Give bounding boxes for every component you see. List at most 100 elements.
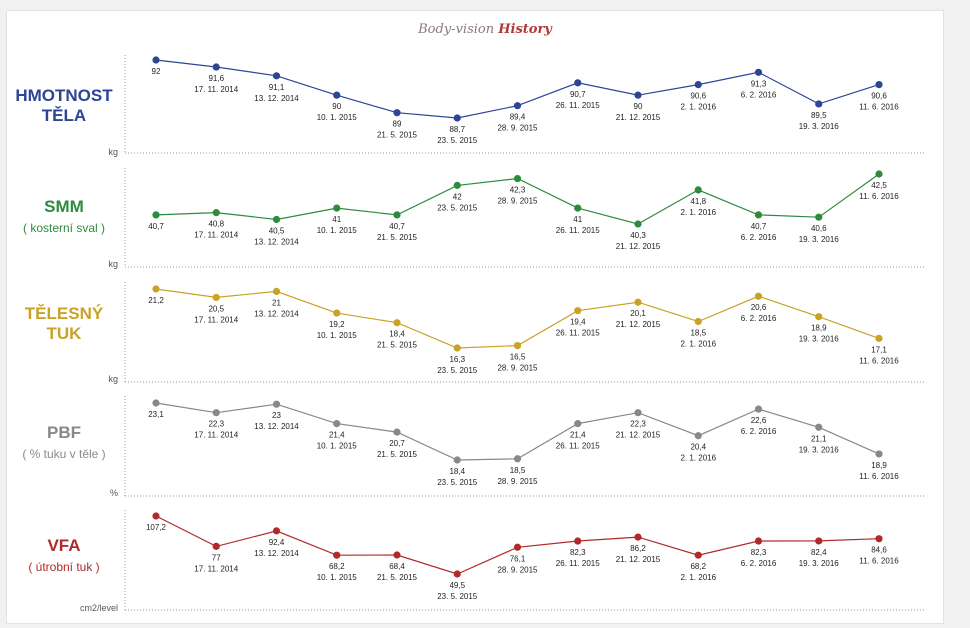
date-label: 19. 3. 2016: [799, 122, 840, 131]
data-label: 40,7: [389, 222, 405, 231]
panel-label-hmotnost: HMOTNOST TĚLA: [8, 86, 120, 130]
data-point: [754, 292, 763, 300]
data-label: 89,4: [510, 113, 526, 122]
data-point: [815, 213, 823, 221]
data-label: 21,1: [811, 434, 827, 443]
data-point: [634, 220, 642, 228]
data-label: 21,4: [570, 431, 586, 440]
data-point: [152, 211, 160, 219]
date-label: 11. 6. 2016: [859, 103, 899, 112]
data-point: [272, 215, 281, 224]
date-label: 21. 12. 2015: [616, 431, 661, 440]
data-label: 23: [272, 411, 281, 420]
data-point: [634, 91, 642, 99]
date-label: 11. 6. 2016: [859, 356, 899, 365]
date-label: 13. 12. 2014: [254, 549, 299, 558]
date-label: 2. 1. 2016: [680, 208, 716, 217]
data-point: [754, 68, 763, 76]
data-label: 20,4: [690, 443, 706, 452]
data-label: 90: [332, 102, 341, 111]
date-label: 13. 12. 2014: [254, 422, 299, 431]
data-label: 77: [212, 553, 221, 562]
panel-label-pbf: PBF ( % tuku v těle ): [8, 423, 120, 461]
data-label: 18,5: [690, 329, 706, 338]
data-point: [212, 409, 220, 417]
data-label: 40,3: [630, 231, 646, 240]
date-label: 10. 1. 2015: [317, 331, 358, 340]
date-label: 26. 11. 2015: [556, 226, 600, 235]
data-label: 18,5: [510, 466, 526, 475]
data-point: [815, 423, 823, 431]
data-label: 40,8: [208, 220, 224, 229]
data-label: 16,3: [449, 355, 465, 364]
data-point: [513, 102, 522, 110]
date-label: 19. 3. 2016: [799, 335, 840, 344]
date-label: 6. 2. 2016: [741, 90, 777, 99]
data-label: 20,1: [630, 309, 646, 318]
data-label: 91,1: [269, 83, 285, 92]
date-label: 11. 6. 2016: [859, 192, 899, 201]
date-label: 21. 5. 2015: [377, 450, 418, 459]
date-label: 2. 1. 2016: [680, 573, 716, 582]
date-label: 23. 5. 2015: [437, 366, 478, 375]
data-label: 41: [332, 215, 341, 224]
data-point: [875, 450, 883, 458]
data-point: [272, 72, 281, 80]
data-point: [212, 209, 220, 217]
data-point: [694, 186, 702, 194]
data-label: 76,1: [510, 554, 526, 563]
date-label: 6. 2. 2016: [741, 314, 777, 323]
panel-title: VFA: [47, 536, 81, 555]
data-label: 19,4: [570, 318, 586, 327]
data-point: [152, 399, 160, 407]
date-label: 13. 12. 2014: [254, 309, 299, 318]
data-label: 68,4: [389, 562, 405, 571]
panel-title: TĚLESNÝ TUK: [24, 304, 104, 343]
data-label: 42,3: [510, 186, 526, 195]
unit-label: kg: [108, 259, 118, 269]
data-point: [272, 527, 281, 535]
date-label: 19. 3. 2016: [799, 559, 840, 568]
date-label: 21. 5. 2015: [377, 131, 418, 140]
data-point: [212, 63, 220, 71]
data-point: [634, 409, 642, 417]
date-label: 2. 1. 2016: [680, 454, 716, 463]
data-point: [272, 400, 281, 408]
data-label: 41,8: [690, 197, 706, 206]
data-label: 19,2: [329, 320, 345, 329]
data-point: [212, 293, 220, 302]
data-label: 92,4: [269, 538, 285, 547]
date-label: 26. 11. 2015: [556, 559, 600, 568]
data-label: 90,7: [570, 90, 586, 99]
unit-label: cm2/level: [79, 603, 118, 613]
data-point: [212, 542, 220, 550]
data-point: [754, 405, 763, 413]
date-label: 26. 11. 2015: [556, 329, 600, 338]
data-point: [815, 100, 823, 108]
date-label: 2. 1. 2016: [680, 340, 716, 349]
data-point: [152, 512, 160, 520]
date-label: 21. 12. 2015: [616, 320, 661, 329]
data-point: [815, 313, 823, 321]
date-label: 6. 2. 2016: [741, 427, 777, 436]
date-label: 28. 9. 2015: [497, 197, 538, 206]
data-point: [393, 109, 401, 117]
data-label: 18,9: [811, 324, 827, 333]
data-label: 82,4: [811, 548, 827, 557]
date-label: 10. 1. 2015: [317, 442, 358, 451]
date-label: 10. 1. 2015: [317, 113, 358, 122]
date-label: 10. 1. 2015: [317, 573, 358, 582]
panel-title: PBF: [47, 423, 81, 442]
unit-label: kg: [108, 147, 118, 157]
data-point: [694, 317, 702, 326]
data-label: 86,2: [630, 544, 646, 553]
data-point: [513, 455, 522, 463]
date-label: 17. 11. 2014: [194, 315, 238, 324]
date-label: 10. 1. 2015: [317, 226, 358, 235]
date-label: 23. 5. 2015: [437, 136, 478, 145]
chart-card: [6, 10, 944, 624]
data-label: 21,4: [329, 431, 345, 440]
unit-label: kg: [108, 374, 118, 384]
data-point: [393, 551, 401, 559]
